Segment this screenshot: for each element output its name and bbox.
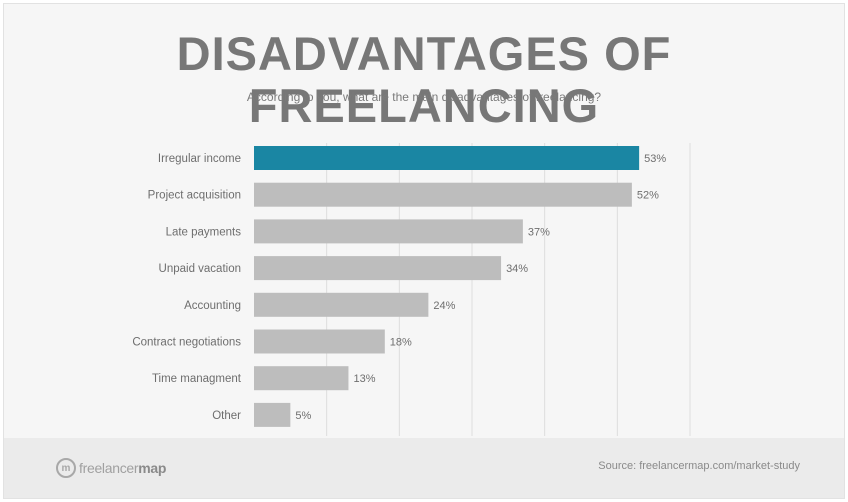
source-note: Source: freelancermap.com/market-study (598, 460, 800, 472)
bar (254, 329, 385, 354)
category-label: Project acquisition (148, 190, 241, 202)
logo-text: freelancermap (79, 460, 167, 476)
infographic-card: DISADVANTAGES OF FREELANCING According t… (3, 3, 845, 499)
value-label: 52% (637, 190, 659, 202)
category-label: Unpaid vacation (159, 263, 241, 275)
value-label: 53% (644, 153, 666, 165)
category-label: Other (212, 410, 241, 422)
bar (254, 182, 632, 207)
footer-bar: m freelancermap Source: freelancermap.co… (4, 438, 844, 498)
category-label: Time managment (152, 373, 242, 385)
bar-chart: Irregular income 53% Project acquisition 52… (132, 143, 691, 436)
bar (254, 256, 502, 281)
value-label: 5% (295, 410, 311, 422)
bar (254, 292, 429, 317)
category-label: Contract negotiations (132, 337, 241, 349)
chart-title: DISADVANTAGES OF FREELANCING (176, 27, 672, 132)
logo-icon: m (56, 458, 76, 478)
value-label: 13% (353, 373, 375, 385)
value-label: 34% (506, 263, 528, 275)
bar (254, 402, 291, 427)
category-label: Accounting (184, 300, 241, 312)
value-label: 24% (433, 300, 455, 312)
freelancermap-logo: m freelancermap (56, 455, 166, 481)
value-label: 18% (390, 337, 412, 349)
bar (254, 146, 640, 170)
bar (254, 366, 349, 391)
value-label: 37% (528, 226, 550, 238)
chart-subtitle: According to you, what are the main disa… (246, 90, 602, 104)
category-label: Late payments (166, 226, 242, 238)
bar (254, 219, 523, 244)
category-label: Irregular income (158, 153, 241, 165)
